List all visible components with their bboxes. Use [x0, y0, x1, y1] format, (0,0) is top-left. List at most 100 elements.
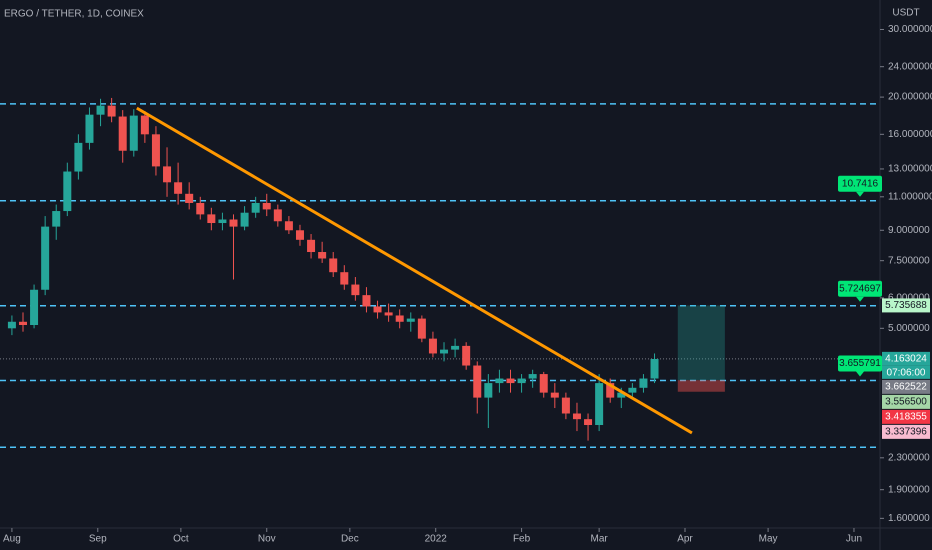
- y-tick-label: 9.000000: [888, 225, 930, 236]
- candle-body: [561, 397, 570, 414]
- candle-body: [650, 358, 659, 379]
- candle-body: [628, 387, 637, 393]
- price-tag: [882, 424, 930, 439]
- x-tick-label: Oct: [173, 534, 189, 545]
- candle-body: [440, 349, 449, 354]
- candle-body: [617, 392, 626, 398]
- candle-body: [163, 166, 172, 183]
- countdown-label: 07:06:00: [887, 368, 926, 379]
- candle-body: [74, 142, 83, 172]
- countdown-tag: [882, 365, 930, 379]
- candle-body: [318, 252, 327, 259]
- candle-body: [595, 383, 604, 426]
- y-tick-label: 1.600000: [888, 513, 930, 524]
- position-stop: [677, 380, 725, 392]
- candle-body: [229, 219, 238, 227]
- candle-body: [351, 284, 360, 296]
- y-tick-label: 6.000000: [888, 293, 930, 304]
- candle-body: [218, 219, 227, 224]
- candle-body: [295, 230, 304, 240]
- y-tick-label: 24.000000: [888, 61, 932, 72]
- candle-body: [96, 105, 105, 115]
- candle-body: [329, 258, 338, 273]
- candle-body: [639, 378, 648, 388]
- level-callout-pointer: [856, 296, 864, 302]
- y-tick-label: 2.300000: [888, 452, 930, 463]
- candle-body: [129, 115, 138, 151]
- x-tick-label: Apr: [677, 534, 693, 545]
- price-tag: [882, 394, 930, 409]
- candle-body: [528, 374, 537, 379]
- candle-body: [406, 318, 415, 322]
- candle-body: [340, 272, 349, 285]
- x-tick-label: Sep: [89, 534, 107, 545]
- candle-body: [118, 116, 127, 151]
- price-tag: [882, 298, 930, 313]
- candle-body: [362, 295, 371, 307]
- x-tick-label: Dec: [341, 534, 359, 545]
- x-tick-label: Nov: [258, 534, 276, 545]
- trendline: [136, 106, 693, 435]
- candle-body: [240, 212, 249, 227]
- candle-body: [550, 392, 559, 398]
- candle-body: [484, 383, 493, 398]
- y-tick-label: 30.000000: [888, 24, 932, 35]
- price-tag-label: 3.418355: [885, 412, 927, 423]
- candle-body: [262, 202, 271, 210]
- candle-body: [174, 182, 183, 194]
- x-tick-label: May: [759, 534, 778, 545]
- x-tick-label: Mar: [591, 534, 609, 545]
- candle-body: [273, 209, 282, 222]
- level-callout-label: 3.655791: [839, 358, 881, 369]
- candle-body: [207, 214, 216, 224]
- level-callout-pointer: [856, 191, 864, 197]
- candle-body: [606, 383, 615, 398]
- x-tick-label: Aug: [3, 534, 21, 545]
- candle-body: [107, 105, 116, 117]
- candle-body: [30, 289, 39, 326]
- y-tick-label: 7.500000: [888, 255, 930, 266]
- price-tag-label: 4.163024: [885, 354, 927, 365]
- chart-title: ERGO / TETHER, 1D, COINEX: [4, 9, 144, 20]
- candle-body: [428, 338, 437, 354]
- candle-body: [85, 114, 94, 143]
- y-tick-label: 5.000000: [888, 323, 930, 334]
- candle-body: [473, 365, 482, 398]
- y-tick-label: 20.000000: [888, 92, 932, 103]
- price-tag: [882, 351, 930, 366]
- candle-body: [63, 171, 72, 212]
- candle-body: [384, 312, 393, 316]
- candle-body: [251, 202, 260, 213]
- candle-body: [417, 318, 426, 339]
- candle-body: [196, 202, 205, 215]
- candle-body: [584, 419, 593, 426]
- position-target: [677, 305, 725, 381]
- level-callout-label: 5.724697: [839, 283, 881, 294]
- x-tick-label: Jun: [846, 534, 862, 545]
- price-tag: [882, 379, 930, 394]
- y-tick-label: 11.000000: [888, 191, 932, 202]
- candle-body: [52, 211, 61, 227]
- price-tag-label: 3.556500: [885, 397, 927, 408]
- currency-label: USDT: [892, 8, 919, 19]
- candle-body: [572, 413, 581, 420]
- level-callout: [838, 355, 882, 372]
- y-tick-label: 1.900000: [888, 484, 930, 495]
- candle-body: [41, 226, 50, 290]
- y-tick-label: 16.000000: [888, 129, 932, 140]
- candle-body: [284, 221, 293, 231]
- candle-body: [495, 378, 504, 384]
- level-callout-pointer: [856, 371, 864, 377]
- candle-body: [506, 378, 515, 384]
- price-tag-label: 5.735688: [885, 300, 927, 311]
- candle-body: [517, 378, 526, 384]
- level-callout: [838, 175, 882, 192]
- candle-body: [451, 345, 460, 350]
- candle-body: [307, 239, 316, 253]
- candle-body: [373, 306, 382, 313]
- candle-body: [140, 115, 149, 135]
- candle-body: [462, 345, 471, 366]
- level-callout-label: 10.7416: [842, 178, 879, 189]
- price-tag: [882, 409, 930, 424]
